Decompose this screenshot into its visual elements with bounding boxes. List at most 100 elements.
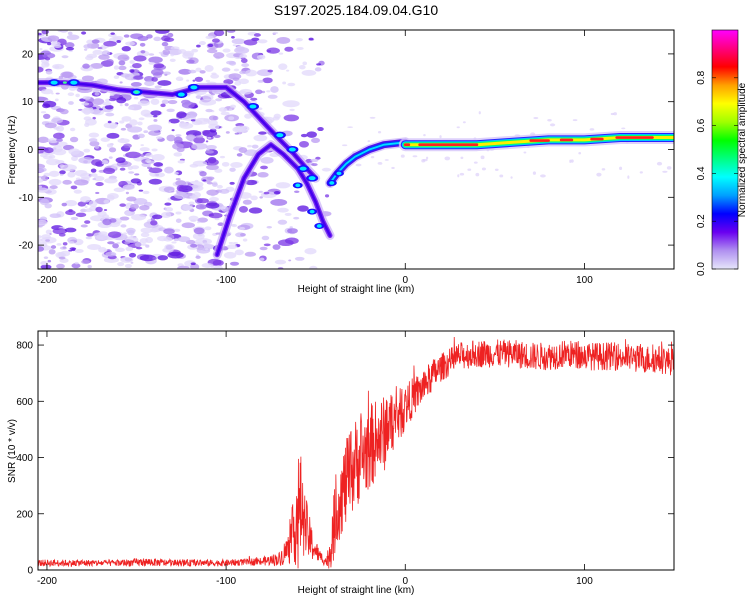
spectrogram-y-tick-label: 0: [27, 145, 33, 156]
noise-blob: [391, 166, 395, 170]
noise-blob: [161, 99, 169, 105]
noise-blob: [190, 119, 196, 122]
noise-blob: [266, 49, 272, 53]
noise-blob: [278, 52, 284, 55]
noise-blob: [155, 30, 170, 34]
noise-blob: [116, 97, 127, 104]
noise-blob: [286, 69, 290, 72]
noise-blob: [61, 55, 69, 59]
noise-blob: [205, 79, 211, 83]
noise-blob: [120, 73, 131, 78]
noise-blob: [169, 58, 176, 62]
noise-blob: [38, 178, 44, 183]
noise-blob: [185, 134, 195, 140]
noise-blob: [266, 90, 271, 93]
ridge-blob: [309, 209, 315, 214]
noise-blob: [220, 111, 230, 116]
noise-blob: [70, 185, 78, 190]
noise-blob: [377, 131, 382, 134]
noise-blob: [321, 167, 332, 172]
noise-blob: [206, 176, 215, 181]
noise-blob: [120, 224, 127, 228]
noise-blob: [38, 136, 49, 143]
noise-blob: [262, 77, 273, 84]
noise-blob: [132, 75, 144, 81]
noise-blob: [88, 138, 98, 143]
noise-blob: [168, 118, 180, 124]
noise-blob: [44, 62, 50, 66]
noise-blob: [59, 170, 66, 175]
noise-blob: [284, 237, 299, 245]
noise-blob: [105, 98, 111, 103]
noise-blob: [116, 242, 121, 245]
noise-blob: [175, 218, 182, 223]
noise-blob: [64, 227, 77, 233]
noise-blob: [202, 179, 207, 182]
noise-blob: [44, 122, 57, 129]
noise-blob: [275, 182, 291, 189]
noise-blob: [50, 245, 57, 249]
noise-blob: [238, 78, 249, 85]
noise-blob: [140, 227, 153, 234]
ridge-blob: [134, 90, 139, 94]
noise-blob: [205, 150, 214, 154]
noise-blob: [67, 171, 76, 178]
snr-axes: -200 -100 0 100 0 200 400 600 800: [16, 331, 674, 587]
noise-blob: [82, 63, 90, 69]
noise-blob: [234, 80, 242, 86]
noise-blob: [103, 40, 117, 47]
noise-blob: [311, 137, 320, 143]
noise-blob: [177, 236, 191, 243]
noise-blob: [38, 32, 42, 36]
noise-blob: [167, 251, 184, 259]
noise-blob: [170, 53, 175, 57]
noise-blob: [168, 121, 171, 124]
noise-blob: [125, 41, 136, 46]
spectrogram-y-tick-label: 10: [22, 97, 34, 108]
noise-blob: [347, 126, 354, 129]
noise-blob: [202, 129, 210, 135]
noise-blob: [259, 196, 263, 199]
noise-blob: [369, 116, 376, 119]
noise-blob: [168, 48, 182, 56]
noise-blob: [124, 103, 129, 107]
noise-blob: [139, 42, 146, 47]
noise-blob: [117, 138, 130, 144]
noise-blob: [194, 179, 199, 183]
noise-blob: [190, 243, 198, 248]
noise-blob: [59, 108, 69, 115]
noise-blob: [475, 172, 480, 177]
noise-blob: [208, 212, 223, 219]
spectrogram-y-tick-label: -10: [19, 193, 34, 204]
noise-blob: [39, 216, 48, 222]
noise-blob: [73, 179, 89, 186]
noise-blob: [62, 179, 72, 185]
noise-blob: [138, 117, 145, 121]
noise-blob: [140, 153, 145, 157]
noise-blob: [157, 80, 172, 86]
noise-blob: [257, 39, 268, 44]
noise-blob: [229, 261, 240, 266]
noise-blob: [422, 158, 428, 162]
noise-blob: [153, 118, 158, 122]
noise-blob: [119, 167, 126, 171]
noise-blob: [119, 81, 123, 84]
noise-blob: [40, 236, 57, 244]
noise-blob: [569, 159, 572, 163]
noise-blob: [38, 187, 49, 193]
noise-blob: [196, 44, 201, 48]
noise-blob: [127, 126, 143, 133]
noise-blob: [43, 256, 49, 259]
noise-blob: [45, 70, 53, 75]
noise-blob: [218, 107, 228, 112]
noise-blob: [462, 121, 466, 124]
noise-blob: [80, 196, 91, 203]
noise-blob: [139, 238, 149, 244]
noise-blob: [308, 37, 314, 41]
noise-blob: [222, 48, 231, 53]
noise-blob: [212, 38, 220, 43]
noise-blob: [194, 117, 210, 125]
ridge-blob: [308, 176, 316, 181]
noise-blob: [56, 138, 63, 142]
